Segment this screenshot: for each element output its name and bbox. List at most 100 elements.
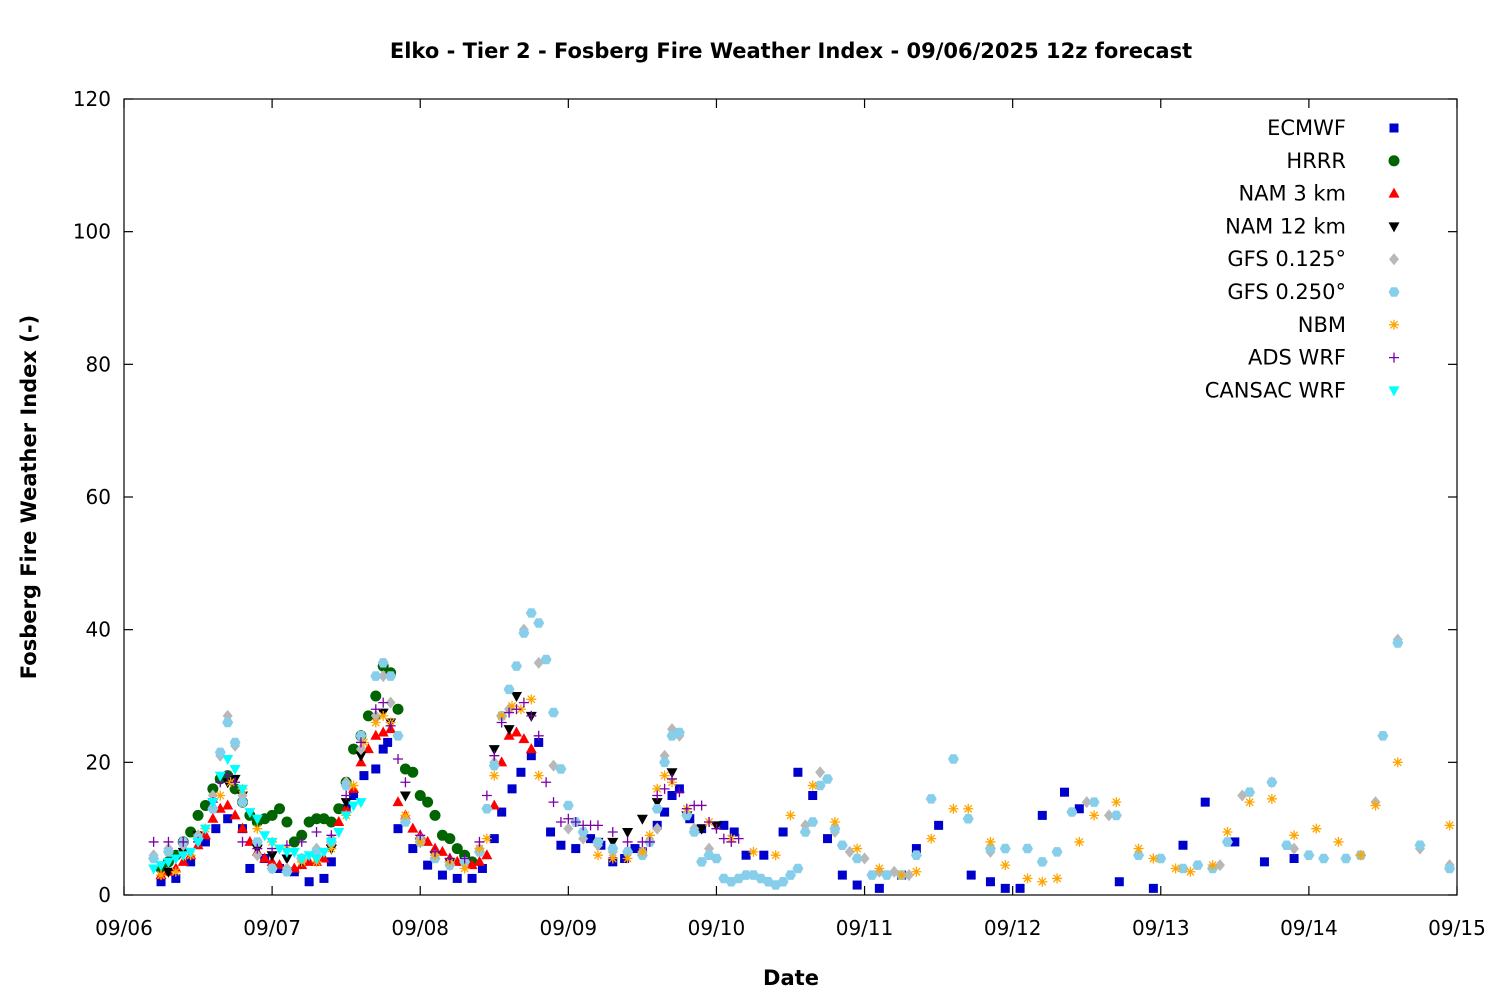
data-point-ecmwf <box>852 880 862 890</box>
data-point-ads-wrf <box>711 823 722 834</box>
data-point-cansac-wrf <box>340 811 352 822</box>
data-point-ecmwf <box>211 824 221 834</box>
data-point-ads-wrf <box>504 707 515 718</box>
legend-marker-ads-wrf <box>1389 352 1399 363</box>
data-point-nam-3-km <box>422 835 434 846</box>
data-point-ecmwf <box>452 873 462 883</box>
data-point-hrrr <box>192 809 204 821</box>
data-point-nbm <box>637 846 648 857</box>
data-point-gfs-0-250 <box>1155 853 1167 864</box>
data-point-gfs-0-250 <box>392 731 404 741</box>
data-point-ads-wrf <box>541 777 552 788</box>
data-point-nam-12-km <box>162 867 174 878</box>
data-point-ads-wrf <box>511 704 522 715</box>
data-point-cansac-wrf <box>281 847 293 858</box>
data-point-ecmwf <box>1289 854 1299 864</box>
data-point-gfs-0-250 <box>777 877 789 887</box>
y-tick-label: 120 <box>73 87 111 111</box>
data-point-ecmwf <box>319 873 329 883</box>
data-point-nbm <box>1089 810 1100 821</box>
legend-marker-hrrr <box>1388 155 1400 167</box>
data-point-ecmwf <box>393 824 403 834</box>
data-point-nam-12-km <box>607 837 619 848</box>
data-point-cansac-wrf <box>348 801 360 812</box>
data-point-ads-wrf <box>674 787 685 798</box>
data-point-ecmwf <box>1060 787 1070 797</box>
legend-label-gfs-0-125: GFS 0.125° <box>1227 247 1346 271</box>
data-point-nam-12-km <box>399 791 411 802</box>
data-point-nbm <box>1355 850 1366 861</box>
data-point-ads-wrf <box>444 853 455 864</box>
data-point-gfs-0-250 <box>1066 807 1078 817</box>
data-point-gfs-0-250 <box>866 870 878 880</box>
data-point-gfs-0-250 <box>1340 853 1352 864</box>
data-point-ecmwf <box>778 827 788 837</box>
data-point-nbm <box>496 710 507 721</box>
data-point-nam-3-km <box>510 726 522 737</box>
data-point-ads-wrf <box>474 836 485 847</box>
data-point-gfs-0-250 <box>607 843 619 854</box>
data-point-ads-wrf <box>148 836 159 847</box>
data-point-cansac-wrf <box>244 808 256 819</box>
x-tick-label: 09/08 <box>391 916 449 940</box>
data-point-nam-3-km <box>488 799 500 810</box>
data-markers <box>148 608 1456 893</box>
data-point-gfs-0-250 <box>1110 810 1122 821</box>
data-point-ads-wrf <box>533 730 544 741</box>
data-point-gfs-0-250 <box>518 628 530 638</box>
series-gfs-0-250 <box>148 608 1456 890</box>
data-point-gfs-0-250 <box>836 840 848 850</box>
data-point-gfs-0-250 <box>399 817 411 827</box>
data-point-cansac-wrf <box>185 847 197 858</box>
data-point-ads-wrf <box>592 820 603 831</box>
data-point-gfs-0-250 <box>503 684 515 695</box>
data-point-gfs-0-250 <box>673 727 685 738</box>
data-point-ads-wrf <box>733 833 744 844</box>
x-tick-label: 09/11 <box>836 916 894 940</box>
data-point-ads-wrf <box>400 777 411 788</box>
data-point-ads-wrf <box>393 754 404 765</box>
data-point-nam-3-km <box>207 812 219 823</box>
data-point-nam-12-km <box>666 768 678 779</box>
data-point-nam-12-km <box>488 745 500 756</box>
data-point-cansac-wrf <box>318 847 330 858</box>
data-point-nam-3-km <box>481 849 493 860</box>
legend-label-nam-12-km: NAM 12 km <box>1225 214 1346 238</box>
data-point-ads-wrf <box>563 813 574 824</box>
data-point-ecmwf <box>1259 857 1269 867</box>
y-tick-label: 0 <box>98 883 111 907</box>
data-point-gfs-0-250 <box>881 870 893 880</box>
data-point-nam-3-km <box>518 733 530 744</box>
data-point-gfs-0-250 <box>1266 777 1278 787</box>
data-point-gfs-0-250 <box>1377 731 1389 741</box>
data-point-cansac-wrf <box>296 854 308 865</box>
data-point-gfs-0-250 <box>577 827 589 837</box>
data-point-ads-wrf <box>163 836 174 847</box>
data-point-gfs-0-250 <box>481 804 493 814</box>
data-point-cansac-wrf <box>288 847 300 858</box>
data-point-nam-3-km <box>222 799 234 810</box>
data-point-ads-wrf <box>355 737 366 748</box>
data-point-nbm <box>215 790 226 801</box>
data-point-nbm <box>1311 823 1322 834</box>
data-point-ecmwf <box>383 737 393 747</box>
data-point-ads-wrf <box>667 773 678 784</box>
data-point-nam-3-km <box>244 835 256 846</box>
legend-label-gfs-0-250: GFS 0.250° <box>1227 280 1346 304</box>
data-point-ads-wrf <box>644 836 655 847</box>
data-point-ecmwf <box>911 844 921 854</box>
data-point-nbm <box>948 803 959 814</box>
data-point-nbm <box>533 770 544 781</box>
data-point-gfs-0-250 <box>807 817 819 827</box>
data-point-hrrr <box>266 809 278 821</box>
x-tick-label: 09/15 <box>1428 916 1486 940</box>
data-point-nbm <box>1333 836 1344 847</box>
data-point-ecmwf <box>1000 883 1010 893</box>
data-point-hrrr <box>422 796 434 808</box>
data-point-hrrr <box>281 816 293 828</box>
data-point-gfs-0-125 <box>1103 809 1114 822</box>
data-point-hrrr <box>274 803 286 815</box>
data-point-nbm <box>1000 860 1011 871</box>
data-point-nam-12-km <box>622 827 634 838</box>
data-point-gfs-0-250 <box>1244 787 1256 797</box>
